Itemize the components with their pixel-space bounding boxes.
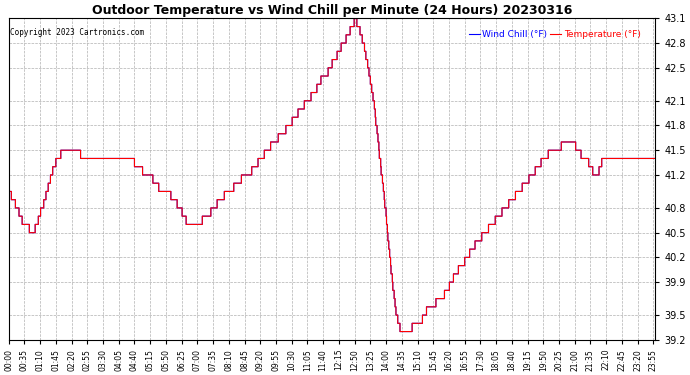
Wind Chill (°F) bbox=[221, 189, 229, 194]
Temperature (°F) bbox=[396, 329, 404, 334]
Title: Outdoor Temperature vs Wind Chill per Minute (24 Hours) 20230316: Outdoor Temperature vs Wind Chill per Mi… bbox=[92, 4, 572, 17]
Wind Chill (°F) bbox=[575, 148, 583, 153]
Temperature (°F) bbox=[651, 156, 660, 161]
Wind Chill (°F) bbox=[396, 329, 404, 334]
Temperature (°F) bbox=[221, 189, 229, 194]
Temperature (°F) bbox=[5, 189, 13, 194]
Wind Chill (°F) bbox=[518, 181, 526, 186]
Text: Copyright 2023 Cartronics.com: Copyright 2023 Cartronics.com bbox=[10, 28, 144, 37]
Wind Chill (°F) bbox=[5, 189, 13, 194]
Legend: Wind Chill (°F), Temperature (°F): Wind Chill (°F), Temperature (°F) bbox=[465, 26, 644, 42]
Temperature (°F) bbox=[350, 16, 358, 21]
Wind Chill (°F) bbox=[433, 296, 442, 301]
Wind Chill (°F) bbox=[350, 16, 358, 21]
Wind Chill (°F) bbox=[651, 156, 660, 161]
Temperature (°F) bbox=[132, 165, 141, 169]
Line: Temperature (°F): Temperature (°F) bbox=[9, 18, 656, 332]
Temperature (°F) bbox=[518, 181, 526, 186]
Wind Chill (°F) bbox=[148, 173, 157, 177]
Temperature (°F) bbox=[433, 296, 442, 301]
Wind Chill (°F) bbox=[132, 165, 141, 169]
Temperature (°F) bbox=[575, 148, 583, 153]
Line: Wind Chill (°F): Wind Chill (°F) bbox=[9, 18, 656, 332]
Temperature (°F) bbox=[148, 173, 157, 177]
